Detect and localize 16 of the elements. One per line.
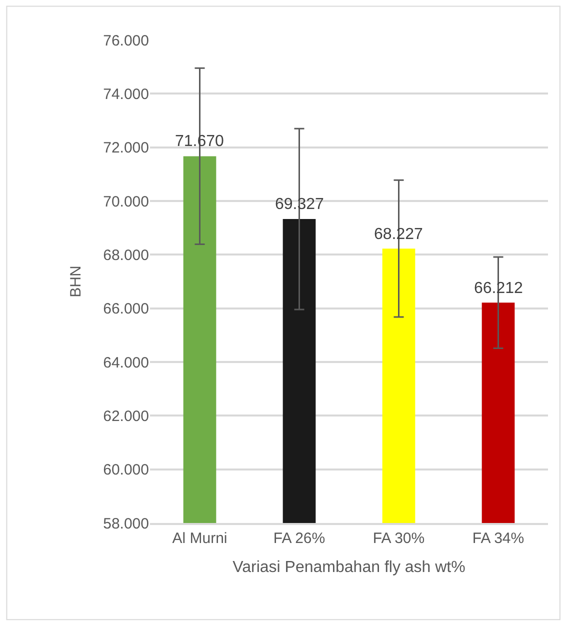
x-tick-label: FA 34% [472, 530, 524, 547]
x-tick-label: FA 26% [273, 530, 326, 547]
y-tick-label: 64.000 [103, 354, 149, 372]
y-tick-label: 62.000 [103, 408, 149, 425]
x-axis-title: Variasi Penambahan fly ash wt% [232, 558, 466, 576]
x-tick-label: Al Murni [172, 530, 228, 547]
y-tick-label: 76.000 [103, 32, 149, 50]
x-tick-label: FA 30% [372, 530, 425, 547]
y-tick-label: 74.000 [103, 86, 149, 103]
y-tick-label: 58.000 [103, 515, 149, 532]
y-tick-label: 60.000 [103, 462, 149, 479]
y-tick-label: 68.000 [103, 246, 149, 264]
y-tick-label: 70.000 [103, 193, 149, 210]
y-tick-label: 72.000 [103, 140, 149, 157]
y-axis-title: BHN [67, 266, 84, 298]
y-tick-label: 66.000 [103, 300, 149, 318]
